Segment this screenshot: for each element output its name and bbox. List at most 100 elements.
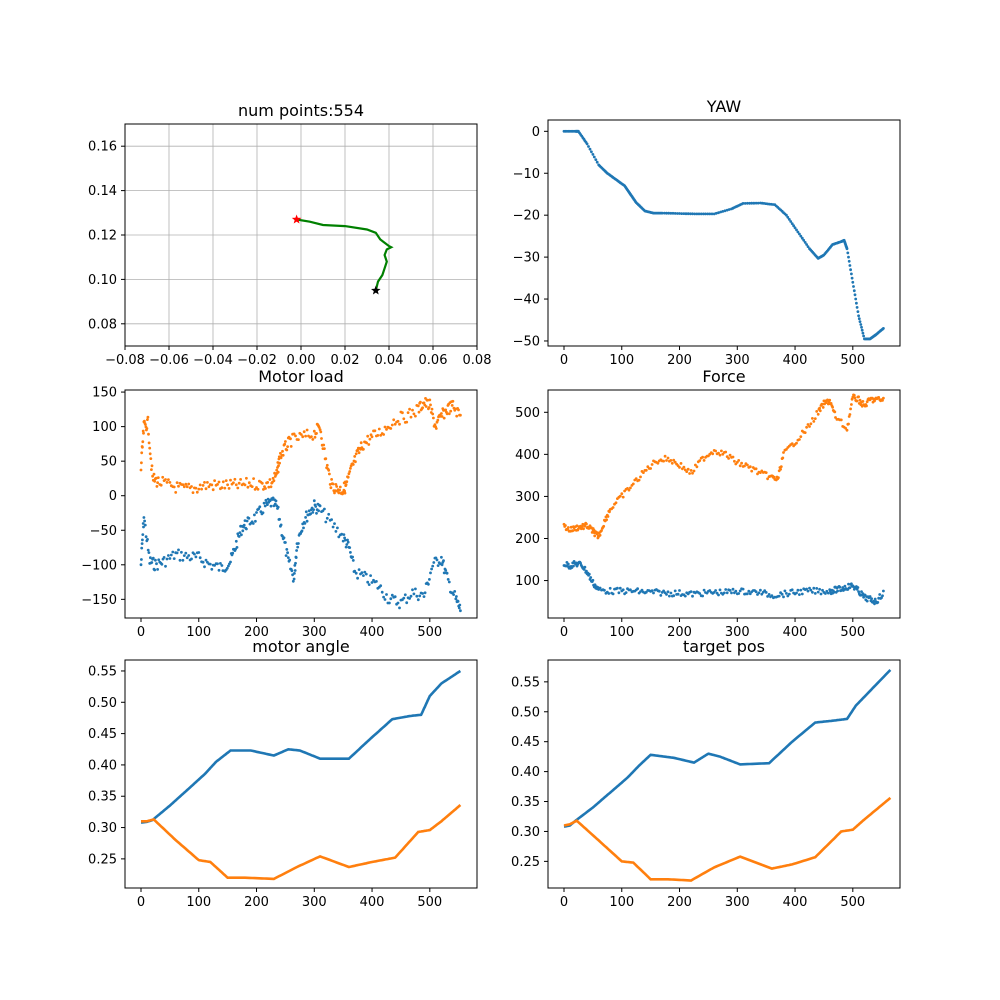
data-point [142, 431, 145, 435]
data-point [216, 483, 219, 486]
data-point [274, 499, 278, 503]
data-point [831, 405, 834, 409]
data-point [139, 563, 143, 567]
data-point [583, 565, 587, 569]
data-point [877, 396, 881, 399]
data-point [459, 413, 462, 417]
data-point [759, 588, 762, 592]
data-point [767, 593, 771, 596]
data-point [389, 427, 393, 430]
data-point [255, 511, 258, 514]
data-point [666, 456, 670, 460]
data-point [314, 505, 318, 508]
data-point [198, 556, 202, 560]
data-point [606, 515, 610, 518]
data-point [201, 560, 205, 564]
data-point [798, 593, 801, 596]
y-tick-label: 0 [532, 125, 540, 140]
data-point [171, 550, 175, 554]
data-point [750, 469, 754, 473]
data-point [649, 467, 652, 470]
data-point [187, 554, 191, 557]
data-point [279, 523, 283, 527]
y-tick-label: 0.08 [88, 317, 117, 332]
data-point [161, 475, 165, 479]
data-point [790, 442, 794, 445]
data-point [727, 457, 730, 460]
data-point [150, 464, 154, 468]
data-point [722, 591, 726, 595]
data-point [141, 522, 145, 525]
data-point [805, 425, 808, 429]
data-point [662, 459, 665, 463]
data-point [695, 465, 699, 469]
data-point [718, 453, 722, 457]
data-point [181, 558, 185, 562]
data-point [281, 449, 284, 453]
data-point [153, 479, 157, 483]
x-tick-label: 400 [783, 895, 808, 910]
data-point [200, 487, 204, 491]
data-point [435, 558, 439, 562]
data-point [269, 504, 273, 508]
series-blue [563, 668, 892, 828]
y-tick-label: −150 [81, 593, 117, 608]
data-point [237, 481, 241, 485]
data-point [246, 485, 250, 489]
data-point [786, 594, 790, 598]
data-point [714, 449, 717, 453]
data-point [325, 463, 329, 467]
data-point [253, 513, 256, 517]
data-point [678, 466, 681, 469]
series-orange [139, 397, 462, 496]
data-point [618, 586, 622, 590]
data-point [277, 464, 280, 468]
data-point [856, 586, 860, 589]
data-point [389, 597, 393, 601]
x-tick-label: 0.04 [375, 353, 404, 368]
y-tick-label: 300 [515, 490, 540, 505]
data-point [330, 518, 333, 521]
data-point [290, 569, 294, 573]
data-point [315, 432, 318, 435]
data-point [850, 582, 853, 586]
data-point [294, 434, 297, 438]
data-point [421, 592, 424, 595]
y-tick-label: 0 [109, 489, 117, 504]
x-tick-label: 400 [783, 353, 808, 368]
data-point [697, 212, 701, 216]
data-point [428, 578, 431, 581]
data-point [665, 459, 668, 462]
data-point [351, 559, 355, 562]
data-point [164, 564, 167, 568]
data-point [781, 456, 785, 460]
data-point [847, 582, 850, 586]
data-point [743, 464, 746, 468]
data-point [342, 533, 346, 536]
data-point [220, 564, 224, 567]
data-point [847, 255, 850, 259]
data-point [185, 485, 189, 489]
data-point [587, 145, 590, 148]
data-point [721, 210, 725, 213]
data-point [383, 425, 387, 429]
data-point [793, 226, 797, 230]
data-point [254, 519, 257, 523]
data-point [741, 587, 745, 591]
data-point [266, 481, 270, 484]
data-point [325, 516, 329, 520]
data-point [860, 325, 863, 329]
data-point [686, 212, 690, 216]
data-point [445, 571, 449, 575]
data-point [579, 527, 583, 531]
data-point [299, 433, 303, 436]
data-point [258, 505, 262, 509]
data-point [777, 476, 780, 480]
chart-title: YAW [706, 97, 742, 116]
data-point [416, 404, 420, 408]
data-point [881, 594, 884, 598]
data-point [334, 483, 338, 486]
chart-title: target pos [683, 637, 765, 656]
data-point [151, 556, 155, 560]
data-point [427, 406, 431, 409]
